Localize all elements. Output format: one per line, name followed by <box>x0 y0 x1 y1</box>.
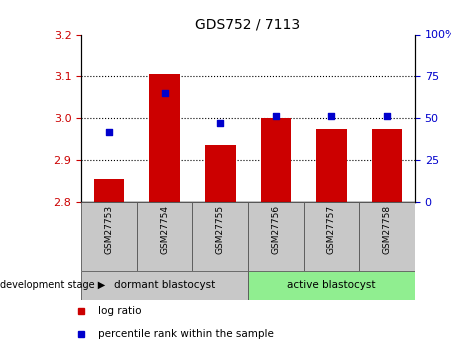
Bar <box>372 129 402 202</box>
Bar <box>81 271 248 300</box>
Point <box>161 90 168 96</box>
Text: percentile rank within the sample: percentile rank within the sample <box>98 329 274 339</box>
Bar <box>304 202 359 271</box>
Bar <box>261 118 291 202</box>
Bar <box>359 202 415 271</box>
Bar <box>248 271 415 300</box>
Title: GDS752 / 7113: GDS752 / 7113 <box>195 18 301 32</box>
Text: development stage ▶: development stage ▶ <box>0 280 105 290</box>
Text: GSM27756: GSM27756 <box>272 205 281 254</box>
Text: GSM27755: GSM27755 <box>216 205 225 254</box>
Bar <box>81 202 137 271</box>
Bar <box>316 129 347 202</box>
Bar <box>205 145 235 202</box>
Text: active blastocyst: active blastocyst <box>287 280 376 290</box>
Text: GSM27758: GSM27758 <box>382 205 391 254</box>
Point <box>328 114 335 119</box>
Text: dormant blastocyst: dormant blastocyst <box>114 280 215 290</box>
Text: GSM27757: GSM27757 <box>327 205 336 254</box>
Bar <box>149 74 180 202</box>
Bar <box>94 179 124 202</box>
Text: log ratio: log ratio <box>98 306 141 316</box>
Point <box>216 120 224 126</box>
Point <box>383 114 391 119</box>
Bar <box>248 202 304 271</box>
Bar <box>193 202 248 271</box>
Text: GSM27753: GSM27753 <box>105 205 114 254</box>
Point <box>106 129 113 134</box>
Point <box>272 114 280 119</box>
Text: GSM27754: GSM27754 <box>160 205 169 254</box>
Bar <box>137 202 193 271</box>
